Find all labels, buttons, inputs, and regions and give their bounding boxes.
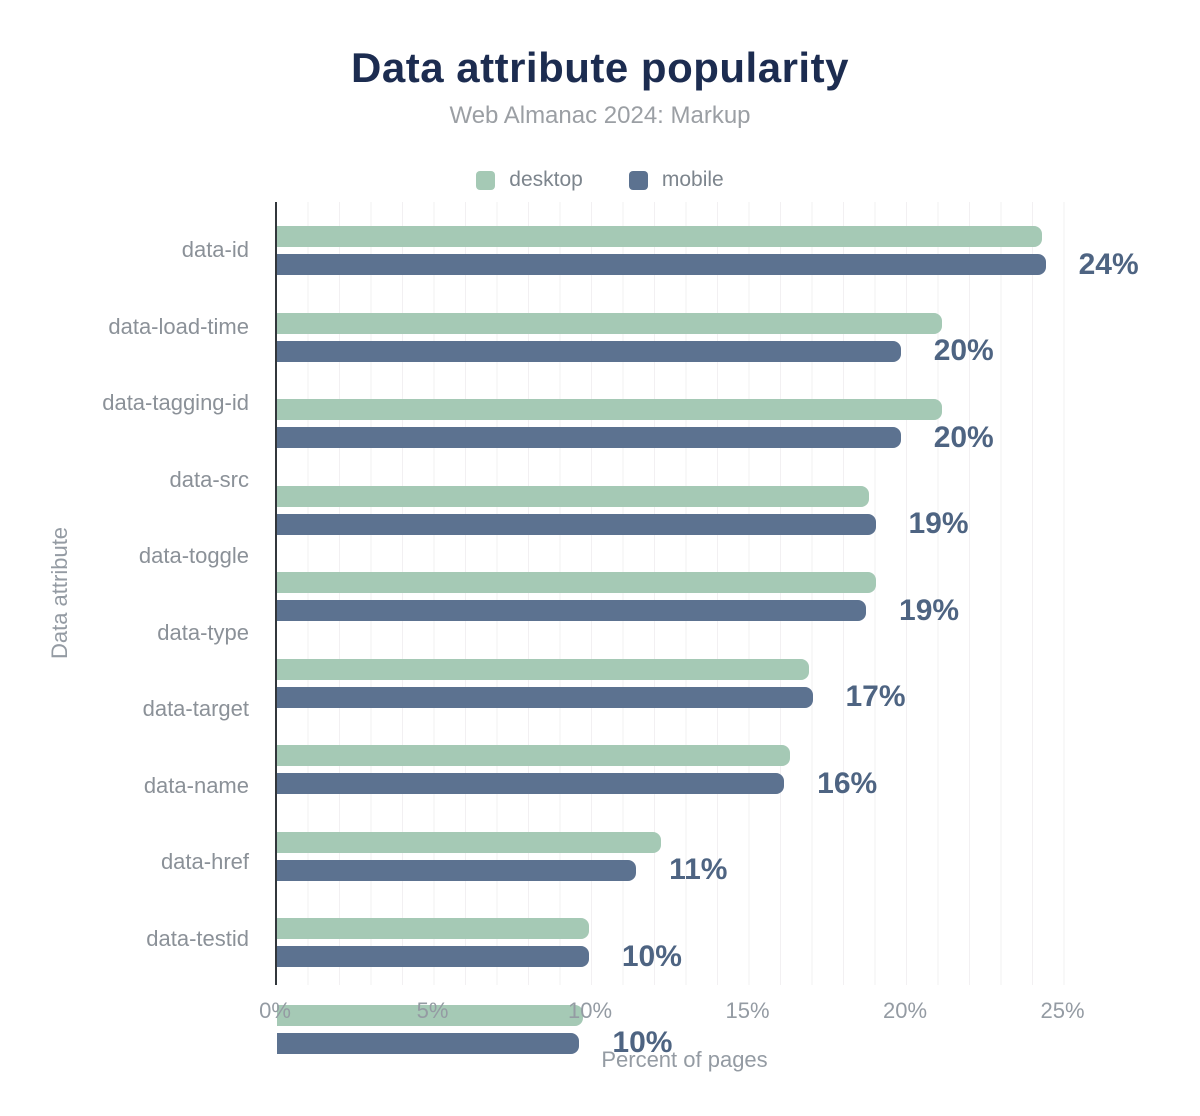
legend-label-mobile: mobile (661, 168, 724, 191)
category-labels: data-id data-load-time data-tagging-id data… (0, 212, 262, 977)
bar-group: 19% (277, 485, 1094, 563)
mobile-bar: 19% (277, 507, 969, 540)
mobile-bar: 16% (277, 767, 877, 800)
category-label: data-name (143, 772, 249, 798)
bar-group: 19% (277, 572, 1094, 649)
mobile-swatch-icon (628, 170, 648, 190)
category-label: data-testid (146, 925, 249, 951)
category-label: data-type (157, 619, 249, 645)
bar-group: 17% (277, 658, 1094, 736)
bar-group: 10% (277, 918, 1094, 995)
chart-subtitle: Web Almanac 2024: Markup (449, 102, 751, 129)
category-label: data-href (160, 849, 249, 875)
x-tick-label: 0% (259, 998, 291, 1023)
legend-item-desktop: desktop (476, 168, 583, 192)
value-label: 24% (1078, 247, 1139, 281)
legend: desktop mobile (0, 168, 1200, 192)
mobile-bar: 20% (277, 334, 994, 367)
value-label: 20% (933, 420, 994, 454)
desktop-bar (277, 831, 662, 853)
x-tick-label: 5% (416, 998, 449, 1023)
mobile-bar: 20% (277, 421, 994, 454)
mobile-bar: 10% (277, 940, 682, 973)
legend-item-mobile: mobile (628, 168, 724, 192)
category-label: data-target (142, 696, 249, 722)
bar-group: 10% (277, 1004, 1094, 1082)
bar-group: 20% (277, 312, 1094, 390)
x-tick-label: 10% (567, 998, 613, 1023)
x-tick-label: 25% (1040, 998, 1085, 1023)
value-label: 11% (669, 853, 728, 886)
x-axis-ticks: 0% 5% 10% 15% 20% 25% (259, 998, 1094, 1028)
legend-label-desktop: desktop (509, 168, 583, 191)
plot-area: 24% 20% 20% 19% 19% 17% 16% 11% 10% 10% (275, 202, 1139, 1059)
category-label: data-tagging-id (102, 390, 249, 416)
mobile-bar: 17% (277, 680, 906, 713)
desktop-bar (277, 918, 589, 939)
category-label: data-id (181, 237, 249, 263)
category-label: data-load-time (108, 313, 249, 339)
x-tick-label: 15% (725, 998, 770, 1023)
y-axis-title: Data attribute (47, 526, 72, 660)
mobile-bar: 24% (277, 248, 1139, 281)
x-axis-title: Percent of pages (601, 1047, 768, 1072)
desktop-bar (277, 658, 810, 680)
bar-group: 24% (277, 226, 1139, 303)
bar-group: 20% (277, 399, 1094, 476)
desktop-bar (277, 745, 791, 766)
desktop-bar (277, 226, 1043, 247)
value-label: 19% (899, 593, 960, 627)
category-label: data-src (169, 466, 249, 492)
mobile-bar: 19% (277, 594, 959, 627)
desktop-bar (277, 485, 870, 507)
mobile-bar: 11% (277, 853, 727, 886)
category-label: data-toggle (138, 543, 249, 569)
value-label: 20% (933, 334, 994, 367)
value-label: 17% (845, 680, 906, 713)
x-tick-label: 20% (882, 998, 928, 1023)
value-label: 10% (621, 939, 682, 973)
desktop-bar (277, 399, 942, 420)
value-label: 16% (817, 766, 878, 800)
bar-chart: data-id data-load-time data-tagging-id data… (0, 202, 1200, 1059)
desktop-swatch-icon (476, 170, 496, 190)
mobile-bar: 10% (277, 1026, 672, 1059)
desktop-bar (277, 312, 942, 334)
bar-group: 16% (277, 745, 1094, 822)
value-label: 19% (908, 507, 969, 540)
value-label: 10% (612, 1026, 673, 1059)
bar-group: 11% (277, 831, 1094, 909)
chart-title: Data attribute popularity (351, 44, 849, 91)
desktop-bar (277, 1004, 583, 1026)
desktop-bar (277, 572, 876, 593)
